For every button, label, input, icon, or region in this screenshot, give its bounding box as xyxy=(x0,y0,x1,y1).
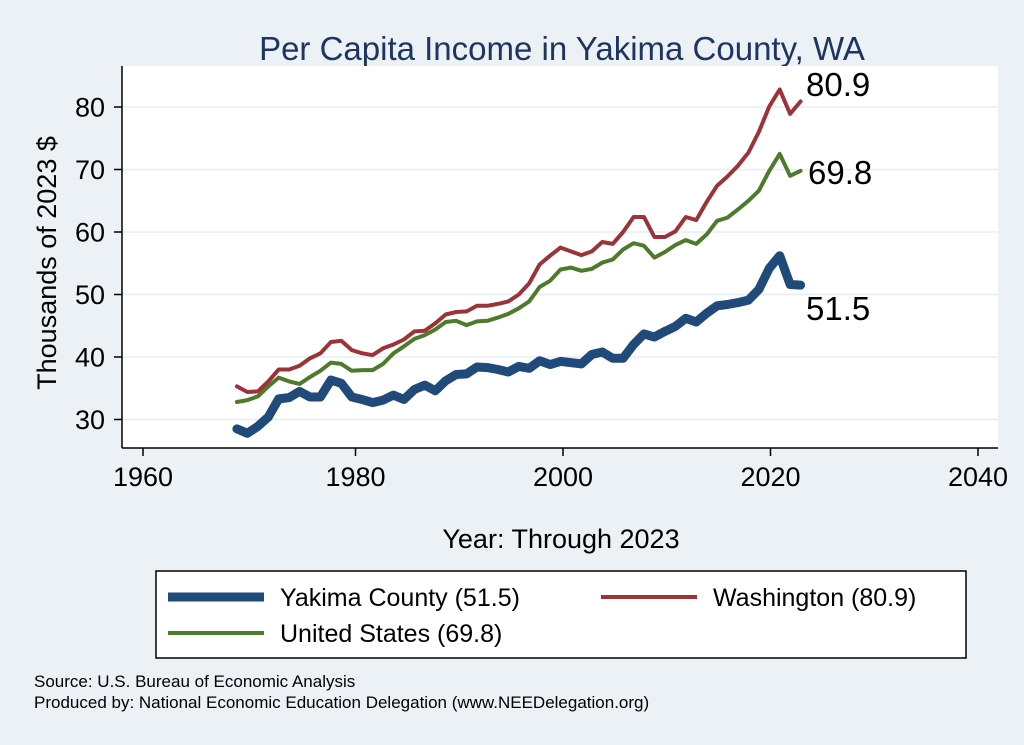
producer-note: Produced by: National Economic Education… xyxy=(34,693,649,712)
y-tick-label-40: 40 xyxy=(75,343,105,373)
legend-label-washington: Washington (80.9) xyxy=(713,584,916,612)
y-tick-label-70: 70 xyxy=(75,155,105,185)
legend-label-united-states: United States (69.8) xyxy=(280,620,502,648)
x-tick-label-1980: 1980 xyxy=(325,462,385,492)
x-tick-label-1960: 1960 xyxy=(113,462,173,492)
x-axis: 1960 1980 2000 2020 2040 xyxy=(113,448,1008,492)
x-tick-label-2040: 2040 xyxy=(948,462,1008,492)
legend-box xyxy=(155,570,967,659)
y-tick-label-30: 30 xyxy=(75,405,105,435)
series-line-united-states xyxy=(234,151,803,404)
end-label-united-states: 69.8 xyxy=(808,154,872,191)
y-axis-title: Thousands of 2023 $ xyxy=(32,136,62,390)
y-tick-label-80: 80 xyxy=(75,93,105,123)
y-tick-label-60: 60 xyxy=(75,218,105,248)
end-label-yakima-county: 51.5 xyxy=(806,290,870,327)
x-axis-title: Year: Through 2023 xyxy=(442,524,679,554)
x-tick-label-2020: 2020 xyxy=(740,462,800,492)
series-line-washington xyxy=(234,87,803,394)
x-tick-label-2000: 2000 xyxy=(533,462,593,492)
series-line-yakima-county xyxy=(232,251,806,438)
source-note: Source: U.S. Bureau of Economic Analysis xyxy=(34,672,355,691)
legend-label-yakima-county: Yakima County (51.5) xyxy=(280,584,520,612)
y-tick-label-50: 50 xyxy=(75,280,105,310)
y-axis: 30 40 50 60 70 80 xyxy=(75,93,122,435)
end-label-washington: 80.9 xyxy=(806,66,870,103)
legend: Yakima County (51.5) Washington (80.9) U… xyxy=(155,570,967,659)
chart-title: Per Capita Income in Yakima County, WA xyxy=(259,30,865,67)
